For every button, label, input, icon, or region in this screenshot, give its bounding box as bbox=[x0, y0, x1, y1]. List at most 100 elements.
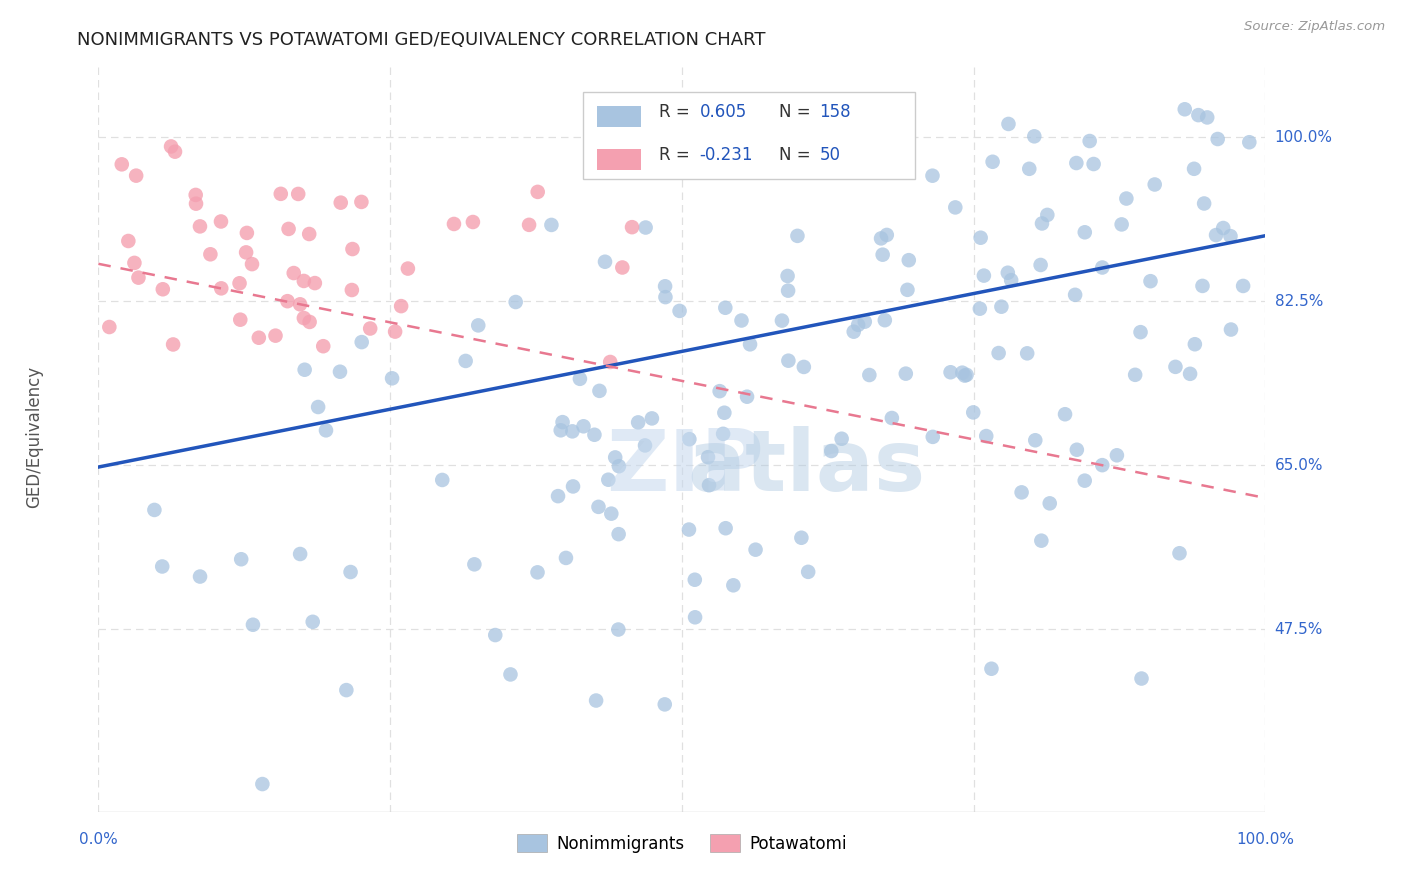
Point bbox=[872, 248, 894, 262]
Point bbox=[287, 186, 309, 201]
Point bbox=[697, 450, 720, 465]
Point bbox=[711, 426, 734, 441]
Point bbox=[188, 219, 211, 234]
Point bbox=[813, 112, 835, 127]
Text: 100.0%: 100.0% bbox=[1236, 832, 1295, 847]
Point bbox=[547, 489, 569, 503]
Point bbox=[339, 565, 361, 579]
Point bbox=[697, 478, 720, 492]
Point bbox=[1191, 279, 1213, 293]
Text: atlas: atlas bbox=[688, 425, 927, 508]
Point bbox=[561, 425, 583, 439]
Point bbox=[605, 450, 627, 465]
Point bbox=[997, 117, 1019, 131]
Point bbox=[127, 270, 149, 285]
Point bbox=[562, 479, 585, 493]
Text: 0.605: 0.605 bbox=[699, 103, 747, 121]
Point bbox=[312, 339, 335, 353]
Point bbox=[1024, 129, 1046, 144]
Point bbox=[593, 254, 616, 268]
Point bbox=[588, 500, 610, 514]
Point bbox=[1018, 161, 1040, 176]
Point bbox=[1074, 225, 1097, 239]
Point bbox=[921, 169, 943, 183]
Point bbox=[1066, 442, 1088, 457]
Point bbox=[499, 667, 522, 681]
Point bbox=[505, 295, 527, 310]
Text: -0.231: -0.231 bbox=[699, 146, 754, 164]
Point bbox=[209, 281, 232, 295]
Point bbox=[1039, 496, 1062, 510]
Point bbox=[461, 215, 484, 229]
Point bbox=[236, 226, 259, 240]
Text: NONIMMIGRANTS VS POTAWATOMI GED/EQUIVALENCY CORRELATION CHART: NONIMMIGRANTS VS POTAWATOMI GED/EQUIVALE… bbox=[77, 31, 766, 49]
Point bbox=[709, 384, 731, 399]
Point bbox=[335, 683, 357, 698]
Point bbox=[307, 400, 329, 414]
FancyBboxPatch shape bbox=[596, 149, 641, 170]
Point bbox=[654, 698, 676, 712]
Point bbox=[1232, 279, 1254, 293]
Point bbox=[443, 217, 465, 231]
Text: 50: 50 bbox=[820, 146, 841, 164]
Point bbox=[612, 260, 634, 275]
Text: 158: 158 bbox=[820, 103, 851, 121]
Point bbox=[1197, 111, 1219, 125]
Point bbox=[880, 411, 903, 425]
Point bbox=[350, 194, 373, 209]
FancyBboxPatch shape bbox=[582, 93, 915, 178]
Point bbox=[550, 423, 572, 437]
Point bbox=[1011, 485, 1033, 500]
Point bbox=[184, 188, 207, 202]
Point bbox=[200, 247, 222, 261]
Point bbox=[463, 558, 485, 572]
Point bbox=[228, 277, 250, 291]
Point bbox=[292, 274, 315, 288]
Point bbox=[301, 615, 323, 629]
Point bbox=[517, 218, 540, 232]
Point bbox=[98, 320, 121, 334]
Text: 47.5%: 47.5% bbox=[1275, 622, 1323, 637]
Point bbox=[1073, 474, 1095, 488]
Point bbox=[342, 242, 364, 256]
Point bbox=[600, 507, 623, 521]
Point bbox=[627, 416, 650, 430]
Point bbox=[1091, 260, 1114, 275]
Point bbox=[974, 429, 997, 443]
Point bbox=[1024, 434, 1046, 448]
Point bbox=[730, 313, 752, 327]
Point bbox=[654, 279, 676, 293]
Point bbox=[599, 355, 621, 369]
Point bbox=[842, 325, 865, 339]
Legend: Nonimmigrants, Potawatomi: Nonimmigrants, Potawatomi bbox=[510, 828, 853, 860]
Point bbox=[526, 566, 548, 580]
Point bbox=[621, 220, 644, 235]
Point bbox=[778, 284, 800, 298]
Point bbox=[713, 406, 735, 420]
Point bbox=[329, 365, 352, 379]
Point bbox=[350, 335, 373, 350]
Point bbox=[188, 569, 211, 583]
Point bbox=[572, 419, 595, 434]
Point bbox=[1053, 407, 1076, 421]
Point bbox=[607, 459, 630, 474]
Point bbox=[160, 139, 183, 153]
Point bbox=[1130, 672, 1153, 686]
Point bbox=[1111, 218, 1133, 232]
Text: 82.5%: 82.5% bbox=[1275, 293, 1323, 309]
Point bbox=[1239, 135, 1261, 149]
Point bbox=[969, 301, 991, 316]
Text: Source: ZipAtlas.com: Source: ZipAtlas.com bbox=[1244, 20, 1385, 33]
Point bbox=[896, 283, 918, 297]
Point bbox=[229, 312, 252, 326]
Point bbox=[247, 331, 270, 345]
Point bbox=[1220, 322, 1243, 336]
Point bbox=[1187, 108, 1209, 122]
Point bbox=[831, 432, 853, 446]
Point bbox=[1066, 156, 1088, 170]
Point bbox=[277, 222, 299, 236]
Point bbox=[846, 318, 869, 332]
Point bbox=[735, 390, 758, 404]
Point bbox=[276, 294, 298, 309]
Text: 100.0%: 100.0% bbox=[1275, 130, 1333, 145]
